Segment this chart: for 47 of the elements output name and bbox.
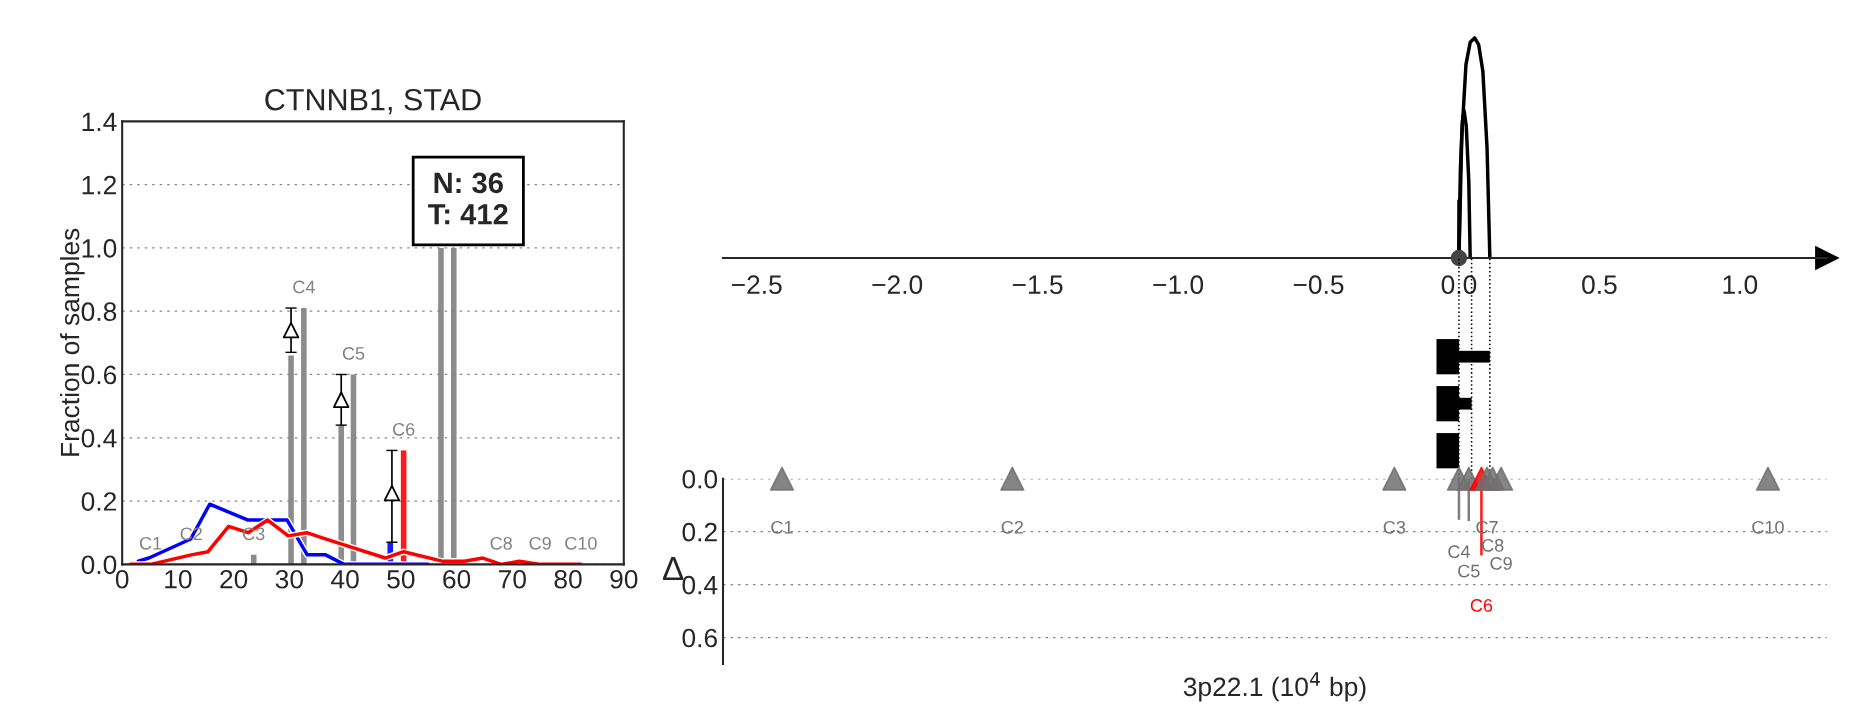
x-tick-label: −1.0 (1153, 275, 1204, 295)
x-tick-label: −0.5 (1293, 275, 1344, 295)
annotation: C9 (529, 536, 551, 550)
annotation: C6 (393, 422, 415, 436)
y-tick-label: 1.4 (82, 112, 117, 131)
annotation: N: 36 T: 412 (428, 172, 508, 225)
x-tick-label: 20 (220, 569, 248, 589)
x-tick-label: 0 (115, 569, 129, 589)
x-tick-label: −2.0 (872, 275, 923, 295)
x-tick-label: 50 (387, 569, 415, 589)
x-tick-label: 80 (554, 569, 582, 589)
annotation: C4 (293, 280, 315, 294)
y-tick-label: 0.0 (81, 555, 117, 575)
y-axis-title: Δ (662, 557, 684, 580)
x-tick-label: 10 (165, 569, 192, 589)
y-tick-label: 0.4 (682, 575, 718, 595)
x-tick-label: 70 (498, 569, 526, 589)
chart-title: CTNNB1, STAD (265, 88, 481, 115)
x-tick-label: 30 (275, 569, 304, 589)
annotation: C2 (1001, 520, 1023, 534)
x-tick-label: 60 (443, 569, 471, 589)
x-tick-label: 90 (610, 569, 638, 589)
annotation: C10 (565, 536, 597, 550)
annotation: C5 (342, 347, 365, 360)
annotation: C1 (139, 536, 162, 550)
x-tick-label: −1.5 (1012, 275, 1063, 295)
y-tick-label: 0.0 (682, 469, 718, 489)
y-tick-label: 0.6 (682, 628, 717, 648)
annotation: C3 (243, 527, 265, 541)
annotation: C6 (1470, 599, 1493, 612)
x-axis-title: 3p22.1 (10$^{4}$ bp) (1183, 672, 1366, 702)
x-tick-label: 0.5 (1582, 275, 1617, 295)
annotation: C3 (1383, 520, 1406, 534)
x-tick-label: 40 (331, 569, 359, 589)
y-tick-label: 0.2 (81, 492, 116, 511)
annotation: C10 (1752, 520, 1784, 534)
x-tick-label: −2.5 (731, 275, 782, 295)
annotation: C5 (1458, 564, 1480, 578)
annotation: C8 (490, 536, 512, 550)
x-tick-label: 0.0 (1441, 275, 1477, 295)
y-tick-label: 1.2 (82, 175, 116, 195)
annotation: C1 (771, 520, 793, 534)
annotation: C9 (1490, 557, 1512, 570)
y-tick-label: 0.6 (81, 365, 117, 385)
y-tick-label: 0.2 (682, 522, 717, 542)
annotation: C4 (1448, 545, 1470, 559)
x-tick-label: 1.0 (1723, 275, 1758, 295)
